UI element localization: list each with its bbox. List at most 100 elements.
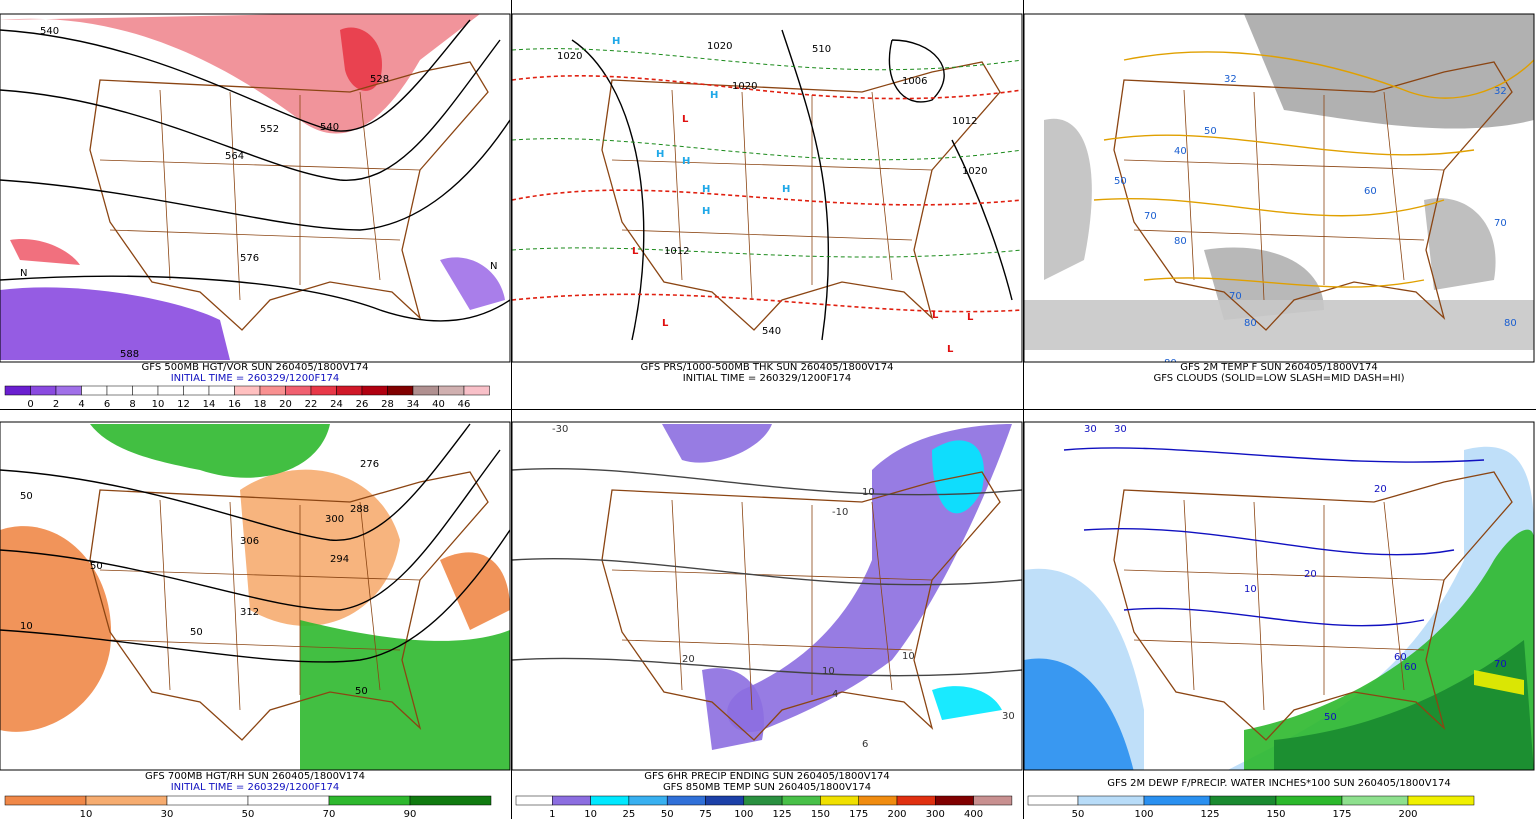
colorbar-label: 8 (129, 399, 135, 410)
thickness-contour (512, 138, 1022, 161)
colorbar-label: 150 (1266, 809, 1285, 819)
colorbar-label: 25 (623, 809, 636, 819)
colorbar-swatch (247, 795, 330, 806)
map-label: 32 (1494, 86, 1507, 97)
contour (0, 449, 501, 611)
map-label: 80 (1244, 318, 1257, 329)
map-label: 1020 (707, 41, 732, 52)
colorbar-label: 300 (926, 809, 945, 819)
map-label: L (632, 246, 639, 257)
thickness-contour (512, 189, 1022, 206)
shaded-area (10, 239, 80, 265)
colorbar-swatch (896, 795, 936, 806)
state-lines (99, 499, 421, 711)
colorbar-label: 50 (661, 809, 674, 819)
map-frame (0, 13, 511, 363)
map: -30 -10 10 10 10 4 6 20 30 (512, 422, 1022, 770)
map-label: 576 (240, 253, 259, 264)
thickness-contour (512, 293, 1022, 313)
contour (1103, 134, 1475, 156)
us-outline (1113, 471, 1513, 741)
map-label: 20 (1374, 484, 1387, 495)
map-label: 540 (762, 326, 781, 337)
shaded-area (702, 668, 764, 750)
map-label: 70 (1144, 211, 1157, 222)
map-label: 20 (682, 654, 695, 665)
map-label: N (490, 261, 497, 272)
state-lines (611, 499, 933, 711)
colorbar-label: 75 (699, 809, 712, 819)
map-label: 552 (260, 124, 279, 135)
colorbar-label: 10 (584, 809, 597, 819)
map-label: 10 (902, 651, 915, 662)
panel-title: INITIAL TIME = 260329/1200F174 (683, 373, 852, 384)
colorbar-label: 10 (80, 809, 93, 819)
contour (512, 557, 1022, 586)
map-frame (0, 421, 511, 771)
panel: -30 -10 10 10 10 4 6 20 30 GFS 6HR PRECIP ENDING … (511, 421, 1023, 820)
map-label: 10 (1244, 584, 1257, 595)
colorbar-swatch (81, 385, 108, 396)
map-label: 60 (1394, 652, 1407, 663)
panel-title: GFS 500MB HGT/VOR SUN 260405/1800V174 (142, 362, 369, 373)
shaded-area (662, 424, 772, 463)
shaded-area (1024, 300, 1534, 350)
colorbar-label: 1 (549, 809, 555, 819)
colorbar-swatch (820, 795, 859, 806)
contour (512, 657, 1022, 677)
map-label: 1020 (962, 166, 987, 177)
map-label: 540 (40, 26, 59, 37)
panel-title: GFS 700MB HGT/RH SUN 260405/1800V174 (145, 771, 365, 782)
colorbar-label: 46 (458, 399, 471, 410)
colorbar-swatch (259, 385, 286, 396)
map-label: 50 (1114, 176, 1127, 187)
contour (571, 39, 645, 341)
panel: 32324050506070708080807080GFS 2M TEMP F … (1023, 13, 1535, 384)
colorbar-swatch (515, 795, 553, 806)
map-label: 50 (190, 627, 203, 638)
thickness-contour (512, 247, 1022, 258)
map-label: 10 (862, 487, 875, 498)
colorbar-label: 4 (78, 399, 84, 410)
colorbar-swatch (935, 795, 974, 806)
colorbar-label: 125 (1200, 809, 1219, 819)
map-label: 1020 (732, 81, 757, 92)
map-label: H (710, 90, 718, 101)
map-label: L (932, 310, 939, 321)
colorbar-swatch (781, 795, 821, 806)
contour (0, 19, 471, 132)
colorbar-label: 70 (323, 809, 336, 819)
us-outline (601, 471, 1001, 741)
shaded-area (1274, 640, 1534, 770)
colorbar-label: 34 (407, 399, 420, 410)
map-label: 540 (320, 122, 339, 133)
map-label: 1012 (952, 116, 977, 127)
colorbar-swatch (438, 385, 465, 396)
contour (0, 275, 510, 322)
colorbar-label: 2 (53, 399, 59, 410)
colorbar-swatch (157, 385, 184, 396)
contour (0, 423, 471, 541)
map-label: 80 (1504, 318, 1517, 329)
state-lines (1123, 89, 1445, 301)
contour (1093, 197, 1445, 217)
colorbar-label: 28 (381, 399, 394, 410)
shaded-area (932, 686, 1002, 720)
panel-title: INITIAL TIME = 260329/1200F174 (171, 782, 340, 793)
state-lines (1123, 499, 1445, 711)
shaded-area (1474, 670, 1524, 695)
colorbar-label: 16 (228, 399, 241, 410)
colorbar-label: 20 (279, 399, 292, 410)
map-label: 80 (1164, 358, 1177, 369)
map-label: H (702, 206, 710, 217)
colorbar-swatch (628, 795, 668, 806)
map-label: 50 (355, 686, 368, 697)
panel-title: GFS 6HR PRECIP ENDING SUN 260405/1800V17… (644, 771, 889, 782)
map-label: 4 (832, 689, 838, 700)
colorbar-swatch (328, 795, 411, 806)
